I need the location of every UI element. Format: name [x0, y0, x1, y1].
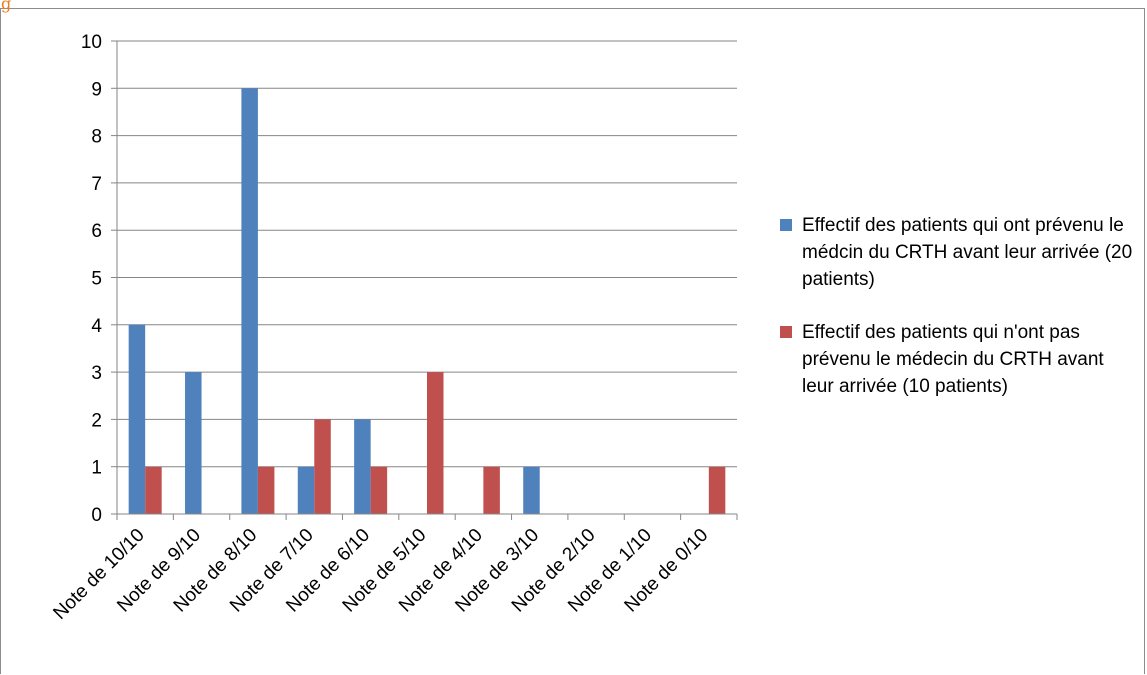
- y-tick-label: 7: [91, 174, 102, 195]
- bar-series-2: [708, 466, 726, 514]
- y-tick-label: 6: [91, 221, 102, 242]
- bar-series-2: [257, 466, 275, 514]
- y-tick-label: 10: [81, 32, 102, 53]
- y-tick-label: 8: [91, 127, 102, 148]
- header-glyph: g: [1, 0, 12, 13]
- bar-series-2: [427, 372, 444, 514]
- bar-series-2: [483, 466, 500, 514]
- y-axis-tick-labels: 0 1 2 3 4 5 6 7 8 9 10: [81, 32, 103, 526]
- bar-series-1: [354, 419, 371, 514]
- legend-swatch-series-1: [780, 219, 792, 231]
- bar-series-2: [314, 419, 331, 514]
- bar-series-1: [523, 466, 540, 514]
- y-tick-label: 0: [91, 505, 102, 526]
- legend-item-series-1: Effectif des patients qui ont prévenu le…: [780, 212, 1140, 293]
- legend-label-series-1: Effectif des patients qui ont prévenu le…: [802, 215, 1133, 290]
- legend-swatch-series-2: [780, 326, 792, 338]
- legend: Effectif des patients qui ont prévenu le…: [780, 212, 1140, 426]
- y-tick-label: 9: [91, 79, 102, 100]
- bar-series-1: [128, 324, 146, 514]
- bar-series-1: [241, 88, 258, 515]
- bars: [128, 88, 726, 515]
- legend-item-series-2: Effectif des patients qui n'ont pas prév…: [780, 319, 1140, 400]
- y-tick-label: 1: [91, 458, 102, 479]
- bar-series-2: [370, 466, 388, 514]
- y-tick-label: 5: [91, 269, 102, 290]
- axes: [111, 40, 738, 520]
- y-tick-label: 2: [91, 410, 102, 431]
- legend-label-series-2: Effectif des patients qui n'ont pas prév…: [802, 322, 1104, 397]
- bar-series-1: [185, 372, 202, 514]
- y-tick-label: 4: [91, 316, 102, 337]
- bar-series-2: [145, 466, 162, 514]
- y-tick-label: 3: [91, 363, 102, 384]
- gridlines: [117, 40, 737, 468]
- bar-series-1: [297, 466, 315, 514]
